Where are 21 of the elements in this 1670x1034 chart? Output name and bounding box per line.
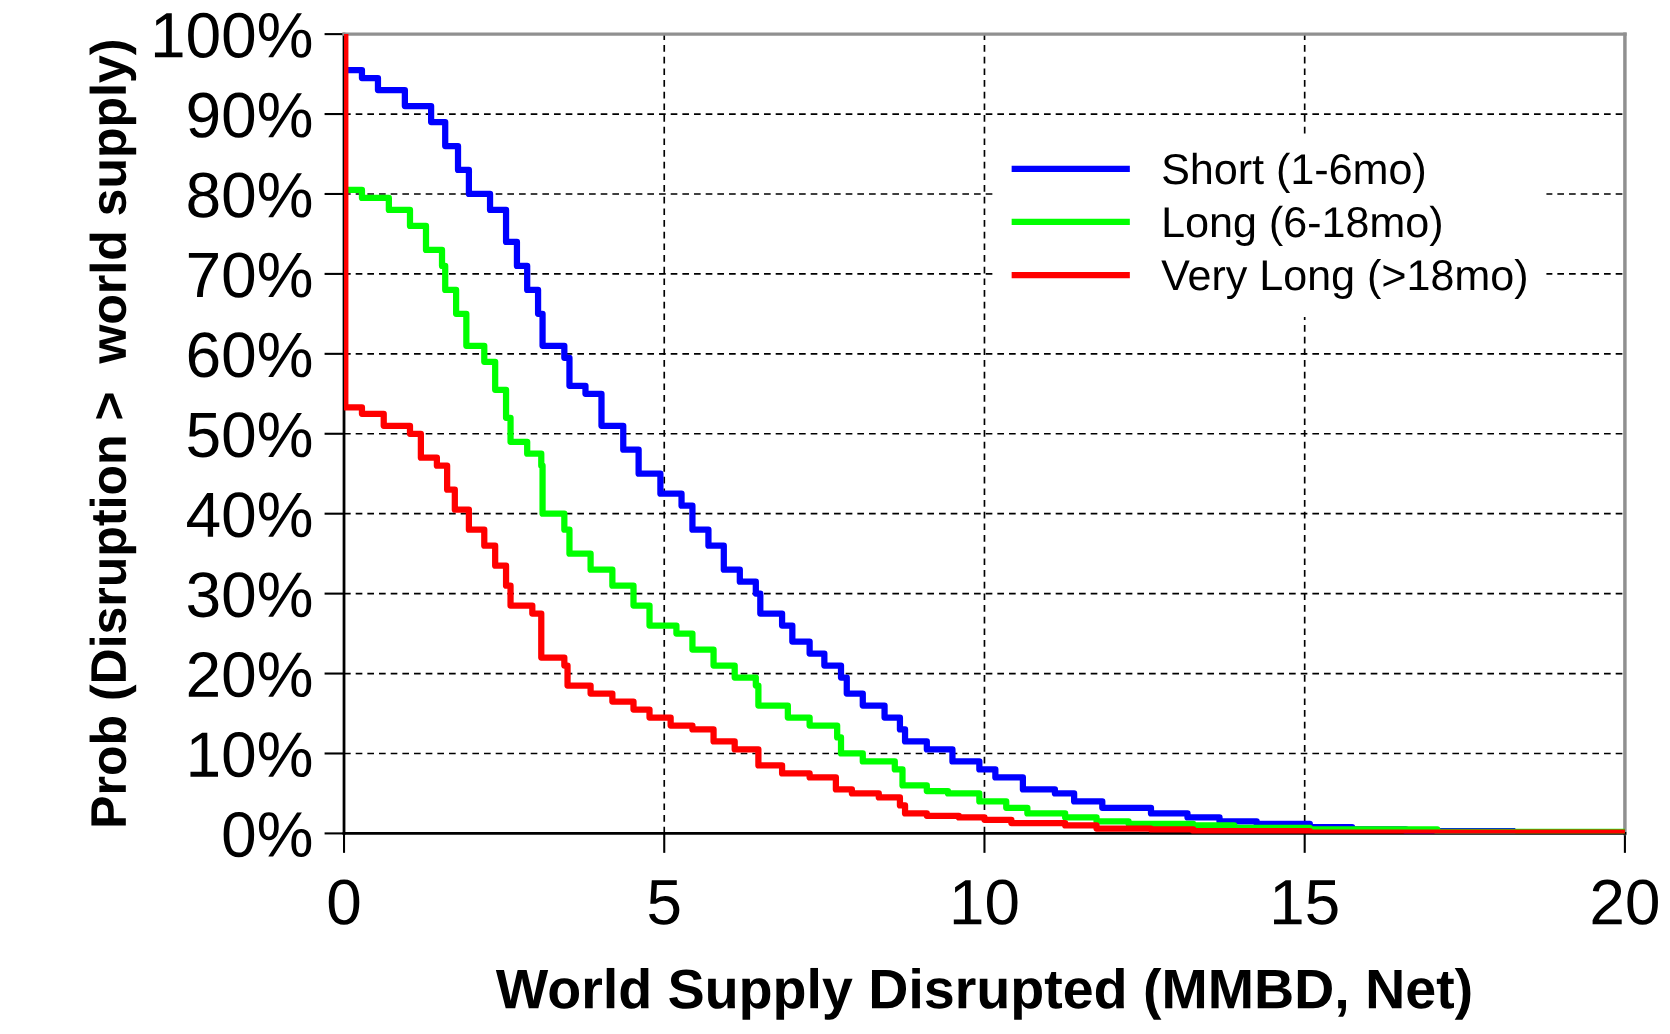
y-tick-label: 50% (188, 412, 312, 458)
x-axis-title: World Supply Disrupted (MMBD, Net) (495, 967, 1471, 1020)
y-tick-label: 100% (154, 12, 312, 58)
y-tick-label: 10% (190, 732, 312, 778)
y-tick-label: 70% (188, 252, 312, 298)
x-tick-label: 5 (649, 880, 680, 925)
y-tick-label: 40% (187, 492, 312, 538)
y-tick-label: 30% (188, 572, 312, 618)
legend-label: Short (1-6mo) (1163, 152, 1425, 193)
x-tick-label: 20 (1592, 879, 1658, 925)
y-tick-label: 20% (188, 652, 312, 698)
y-tick-label: 80% (188, 172, 312, 218)
x-tick-label: 15 (1274, 880, 1338, 925)
x-tick-label: 0 (328, 879, 360, 925)
y-tick-label: 60% (188, 332, 312, 378)
y-tick-label: 0% (223, 811, 312, 858)
x-tick-label: 10 (953, 879, 1018, 925)
y-tick-label: 90% (188, 92, 312, 138)
legend-label: Long (6-18mo) (1164, 205, 1441, 246)
legend-label: Very Long (>18mo) (1161, 258, 1526, 300)
y-axis-title: Prob (Disruption > world supply) (89, 41, 137, 826)
